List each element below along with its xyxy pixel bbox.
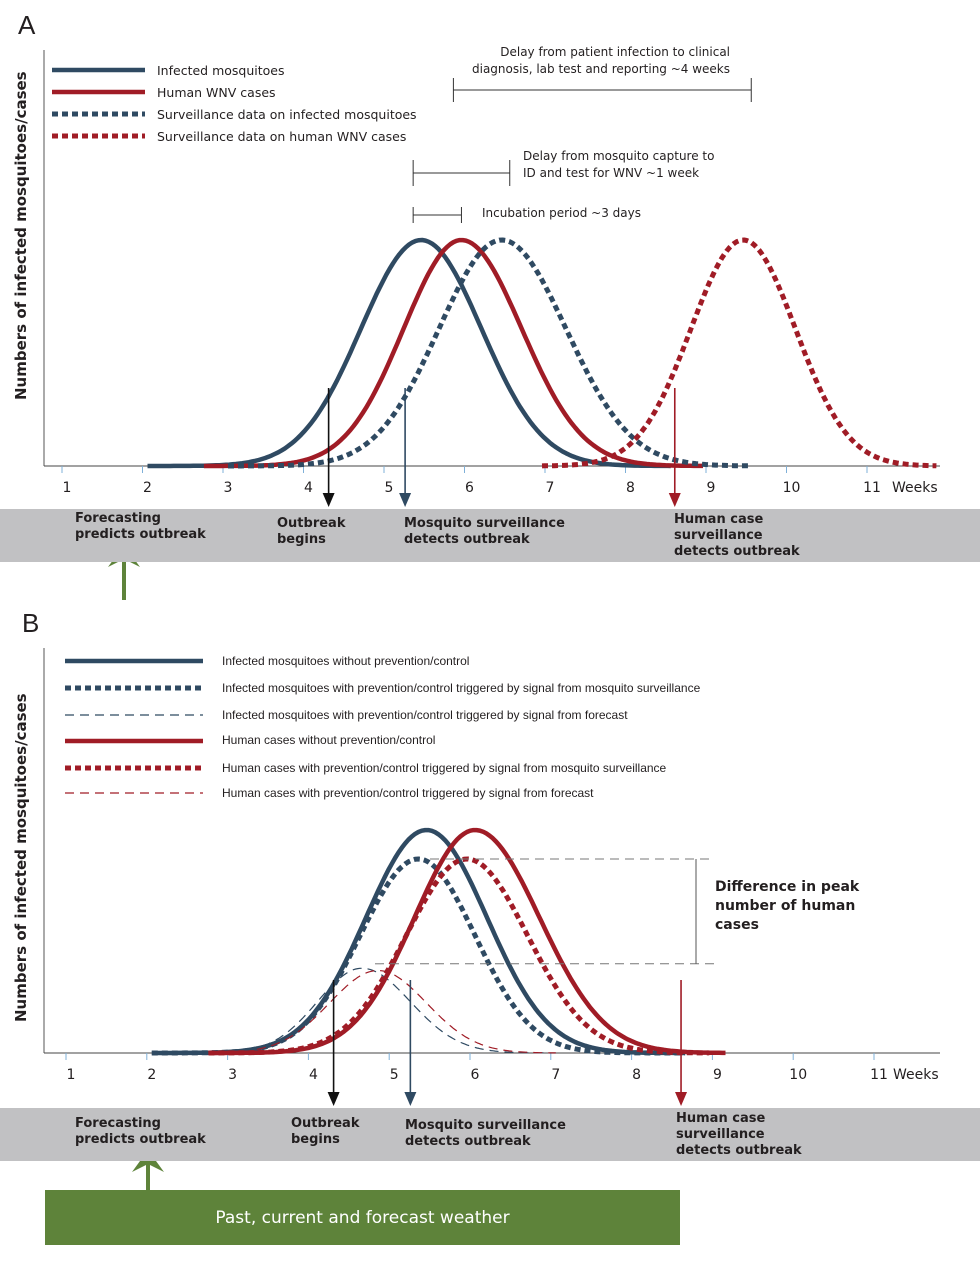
- band-a-human-label: Human case surveillance detects outbreak: [674, 512, 800, 560]
- band-a-forecast-line2: predicts outbreak: [75, 527, 206, 542]
- legend-b-item-2-label: Infected mosquitoes with prevention/cont…: [222, 708, 628, 722]
- band-b-human-line3: detects outbreak: [676, 1143, 802, 1158]
- band-a-outbreak-label: Outbreak begins: [277, 516, 345, 548]
- curve-dashed-human: [256, 969, 556, 1054]
- band-a-mosquito-label: Mosquito surveillance detects outbreak: [404, 516, 565, 548]
- band-b-outbreak-line2: begins: [291, 1132, 340, 1147]
- curve-dotted-mosquito: [228, 237, 752, 469]
- x-axis-unit-label: Weeks: [892, 480, 938, 496]
- panel-a-event-band: [0, 509, 980, 562]
- difference-peak-line1: Difference in peak: [715, 879, 860, 895]
- band-b-forecast-label: Forecasting predicts outbreak: [75, 1116, 206, 1148]
- band-a-forecast-label: Forecasting predicts outbreak: [75, 511, 206, 543]
- x-tick-label: 9: [707, 480, 716, 496]
- x-tick-label: 7: [551, 1067, 560, 1083]
- band-b-mosquito-line2: detects outbreak: [405, 1134, 531, 1149]
- band-b-mosquito-label: Mosquito surveillance detects outbreak: [405, 1118, 566, 1150]
- band-b-human-line1: Human case: [676, 1111, 766, 1126]
- legend-b-item-0-label: Infected mosquitoes without prevention/c…: [222, 654, 470, 668]
- legend-a-item-0-label: Infected mosquitoes: [157, 63, 285, 78]
- band-a-human-line3: detects outbreak: [674, 544, 800, 559]
- panel-b-event-band: [0, 1108, 980, 1161]
- event-arrow-head: [327, 1092, 340, 1106]
- x-tick-label: 6: [471, 1067, 480, 1083]
- event-arrow-head: [404, 1092, 417, 1106]
- annotation-delay-patient-line1: Delay from patient infection to clinical: [500, 45, 731, 59]
- event-arrow-head: [399, 493, 412, 507]
- x-tick-label: 11: [863, 480, 881, 496]
- annotation-delay-mosquito-line1: Delay from mosquito capture to: [523, 149, 715, 163]
- legend-b-item-4-label: Human cases with prevention/control trig…: [222, 761, 667, 775]
- x-tick-label: 8: [632, 1067, 641, 1083]
- x-tick-label: 7: [546, 480, 555, 496]
- legend-a-item-2-label: Surveillance data on infected mosquitoes: [157, 107, 417, 122]
- x-tick-label: 2: [143, 480, 152, 496]
- band-b-outbreak-line1: Outbreak: [291, 1116, 360, 1131]
- curve-solid-mosquito: [151, 827, 686, 1056]
- panel-a-letter: A: [18, 10, 36, 40]
- band-a-mosquito-line1: Mosquito surveillance: [404, 516, 565, 531]
- band-a-forecast-line1: Forecasting: [75, 511, 161, 526]
- x-tick-label: 2: [147, 1067, 156, 1083]
- annotation-delay-patient-line2: diagnosis, lab test and reporting ~4 wee…: [472, 62, 731, 76]
- band-a-outbreak-line1: Outbreak: [277, 516, 346, 531]
- x-tick-label: 9: [713, 1067, 722, 1083]
- weather-data-label: Past, current and forecast weather: [215, 1207, 510, 1228]
- x-tick-label: 5: [390, 1067, 399, 1083]
- x-tick-label: 11: [870, 1067, 888, 1083]
- x-tick-label: 3: [228, 1067, 237, 1083]
- legend-b-item-1-label: Infected mosquitoes with prevention/cont…: [222, 681, 701, 695]
- x-tick-label: 8: [626, 480, 635, 496]
- panel-a-chart: 1 2 3 4 5 6 7 8 9 10 11 Weeks: [43, 50, 940, 600]
- event-arrow-head: [322, 493, 335, 507]
- x-tick-label: 4: [304, 480, 313, 496]
- band-a-outbreak-line2: begins: [277, 532, 326, 547]
- band-a-mosquito-line2: detects outbreak: [404, 532, 530, 547]
- annotation-incubation: Incubation period ~3 days: [482, 206, 641, 220]
- curve-solid-human: [203, 237, 703, 469]
- legend-a-item-3-label: Surveillance data on human WNV cases: [157, 129, 407, 144]
- band-b-outbreak-label: Outbreak begins: [291, 1116, 359, 1148]
- x-axis-unit-label: Weeks: [893, 1067, 939, 1083]
- event-arrow-head: [675, 1092, 688, 1106]
- band-b-mosquito-line1: Mosquito surveillance: [405, 1118, 566, 1133]
- difference-peak-line3: cases: [715, 917, 759, 933]
- legend-b-item-5-label: Human cases with prevention/control trig…: [222, 786, 594, 800]
- legend-a-item-1-label: Human WNV cases: [157, 85, 276, 100]
- annotation-delay-mosquito: Delay from mosquito capture to ID and te…: [523, 148, 714, 182]
- x-tick-label: 10: [783, 480, 801, 496]
- band-b-human-label: Human case surveillance detects outbreak: [676, 1111, 802, 1159]
- band-a-human-line1: Human case: [674, 512, 764, 527]
- annotation-delay-patient: Delay from patient infection to clinical…: [472, 44, 731, 78]
- x-tick-label: 1: [67, 1067, 76, 1083]
- curve-solid-human: [208, 827, 726, 1056]
- curve-dashed-mosquito: [232, 967, 556, 1054]
- x-tick-label: 3: [224, 480, 233, 496]
- band-b-forecast-line1: Forecasting: [75, 1116, 161, 1131]
- x-tick-label: 10: [789, 1067, 807, 1083]
- band-b-human-line2: surveillance: [676, 1127, 765, 1142]
- x-tick-label: 6: [465, 480, 474, 496]
- panel-b-letter: B: [22, 608, 40, 638]
- curve-dotted-human: [208, 856, 710, 1056]
- x-tick-label: 1: [63, 480, 72, 496]
- x-tick-label: 5: [385, 480, 394, 496]
- x-tick-label: 4: [309, 1067, 318, 1083]
- event-arrow-head: [668, 493, 681, 507]
- band-a-human-line2: surveillance: [674, 528, 763, 543]
- annotation-delay-mosquito-line2: ID and test for WNV ~1 week: [523, 166, 700, 180]
- difference-peak-line2: number of human: [715, 898, 856, 914]
- legend-b-item-3-label: Human cases without prevention/control: [222, 733, 436, 747]
- band-b-forecast-line2: predicts outbreak: [75, 1132, 206, 1147]
- difference-peak-label: Difference in peak number of human cases: [715, 878, 859, 935]
- curve-dotted-mosquito: [151, 856, 686, 1056]
- weather-data-box: Past, current and forecast weather: [45, 1190, 680, 1245]
- forecast-arrow-head: [132, 1150, 164, 1172]
